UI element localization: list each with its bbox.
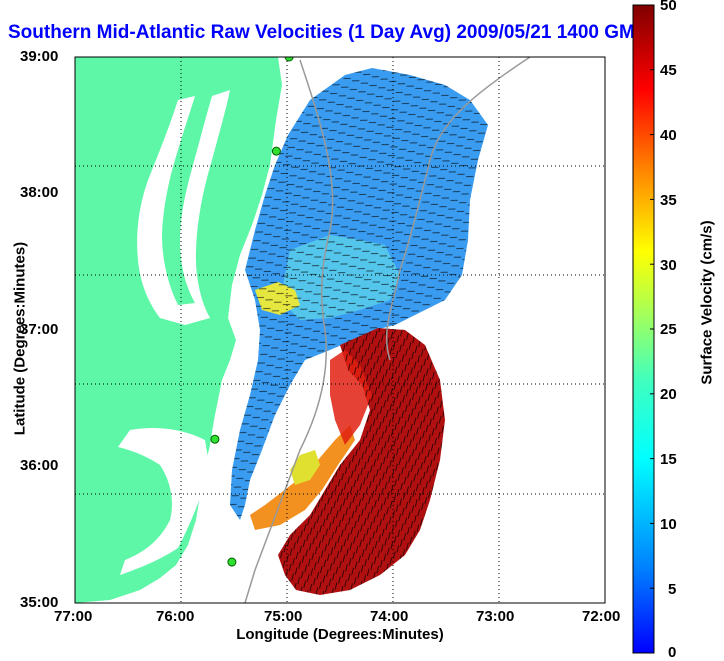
x-tick-label: 77:00 <box>54 608 93 625</box>
chesapeake-bay <box>137 90 230 325</box>
y-tick-label: 35:00 <box>20 594 59 611</box>
colorbar-ticks <box>650 4 654 654</box>
map-plot-area <box>75 57 605 603</box>
colorbar-tick-label: 25 <box>660 321 677 338</box>
x-tick-label: 73:00 <box>476 608 515 625</box>
map-title: Southern Mid-Atlantic Raw Velocities (1 … <box>8 22 647 43</box>
colorbar-tick-label: 20 <box>660 386 677 403</box>
y-tick-label: 37:00 <box>20 321 59 338</box>
station-marker <box>284 57 294 62</box>
colorbar-tick-label: 0 <box>668 644 677 661</box>
colorbar-tick-label: 15 <box>660 451 677 468</box>
shelf-contour-outer <box>385 57 531 361</box>
colorbar-tick-label: 5 <box>668 581 677 598</box>
plot-frame <box>74 56 606 604</box>
station-marker <box>271 146 281 156</box>
land-mass <box>75 57 282 603</box>
y-tick-label: 36:00 <box>20 457 59 474</box>
colorbar-tick-label: 45 <box>660 62 677 79</box>
x-tick-label: 72:00 <box>582 608 621 625</box>
y-axis-label: Latitude (Degrees:Minutes) <box>11 241 29 436</box>
colorbar-tick-label: 50 <box>660 0 677 14</box>
x-axis-label: Longitude (Degrees:Minutes) <box>236 626 444 643</box>
x-tick-label: 75:00 <box>264 608 303 625</box>
station-markers <box>210 57 294 567</box>
station-marker <box>227 557 237 567</box>
grid-lines <box>75 57 605 603</box>
sounds <box>118 428 210 575</box>
y-tick-label: 38:00 <box>20 184 59 201</box>
colorbar-tick-label: 10 <box>660 516 677 533</box>
x-tick-label: 76:00 <box>156 608 195 625</box>
shelf-contour <box>244 59 334 603</box>
colorbar-tick-label: 40 <box>660 127 677 144</box>
station-marker <box>210 434 220 444</box>
colorbar-tick-label: 35 <box>660 192 677 209</box>
colorbar-tick-label: 30 <box>660 257 677 274</box>
x-tick-label: 74:00 <box>370 608 409 625</box>
colorbar-label: Surface Velocity (cm/s) <box>698 220 716 385</box>
y-tick-label: 39:00 <box>20 48 59 65</box>
